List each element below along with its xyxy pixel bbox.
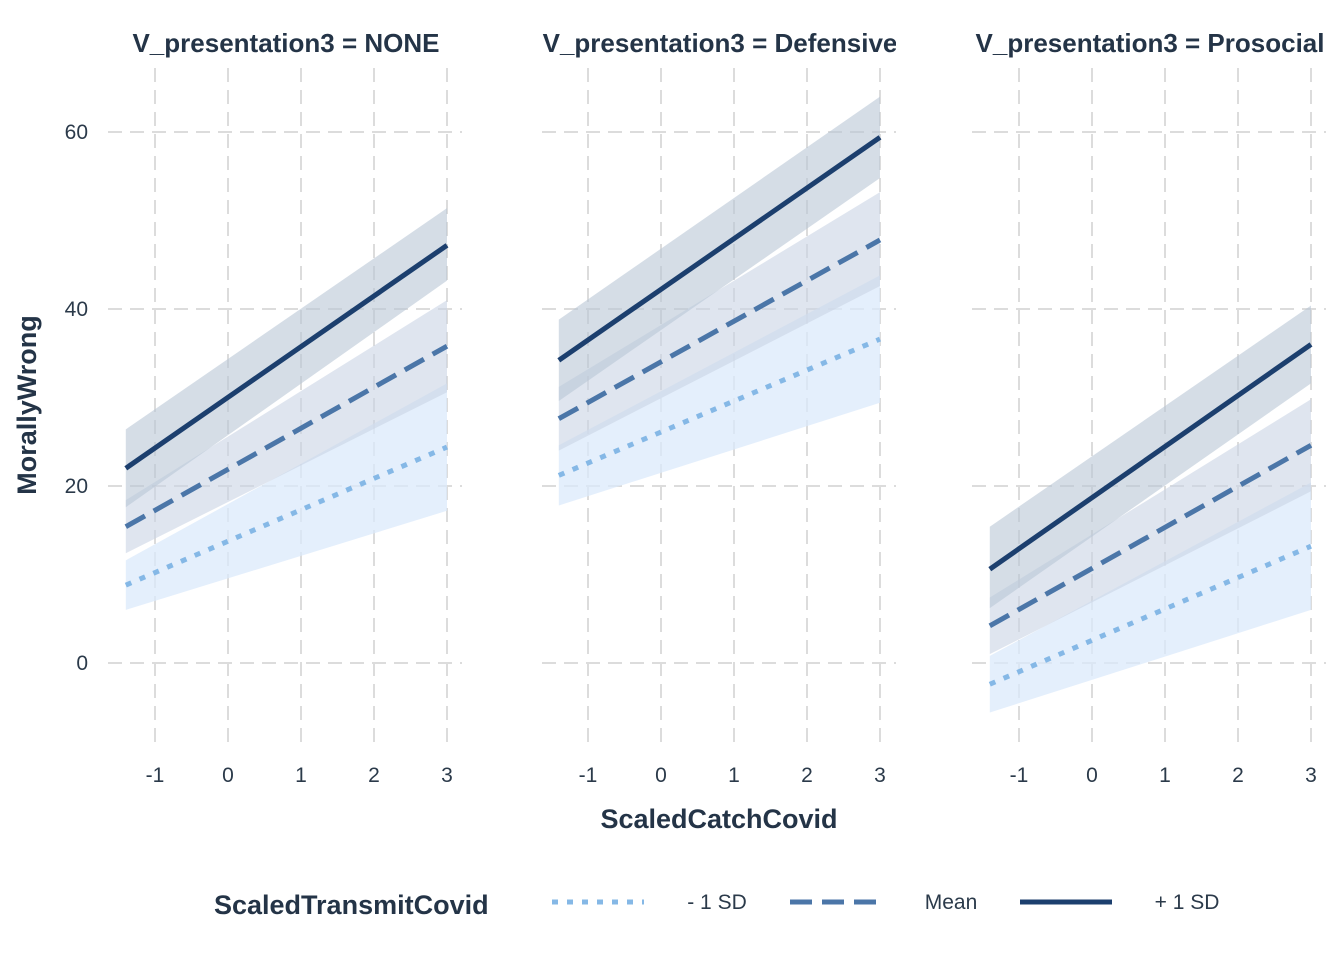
series-line-mean [557,237,882,421]
y-tick-label: 60 [65,121,88,144]
x-tick-label: 1 [728,764,740,787]
series-line-minus-1-sd [557,336,881,478]
x-tick-label: 3 [874,764,886,787]
x-tick-label: 3 [1305,764,1317,787]
facet-panel-2: -1 0 1 2 3 V_presentation3 = Defensive [542,28,898,787]
series-line-plus-1-sd [988,342,1313,572]
confidence-band-1-sd [125,383,448,610]
y-axis: 0 20 40 60 [65,121,88,675]
confidence-band-1-sd [558,275,880,506]
x-tick-label: 1 [1159,764,1171,787]
series-line-mean [988,443,1313,629]
x-tick-label: 3 [441,764,453,787]
facet-strip-label: V_presentation3 = Prosocial [976,28,1325,58]
facet-strip: V_presentation3 = Defensive [543,28,898,58]
legend-label: + 1 SD [1155,891,1220,914]
panels-layer: -1 0 1 2 3 V_presentation3 = NONE -1 0 1 2 3 V_pres… [108,28,1326,787]
legend-item: - 1 SD [552,891,747,914]
x-tick-label: 0 [655,764,667,787]
facet-strip-label: V_presentation3 = Defensive [543,28,898,58]
y-tick-label: 20 [65,475,88,498]
facet-panel-1: -1 0 1 2 3 V_presentation3 = NONE [108,28,462,787]
facet-strip-label: V_presentation3 = NONE [132,28,439,58]
confidence-band-mean [989,399,1311,655]
series-line-plus-1-sd [124,243,449,471]
x-tick-label: -1 [1010,764,1029,787]
y-tick-label: 0 [76,652,88,675]
y-axis-title: MorallyWrong [12,315,42,495]
legend-label: Mean [925,891,978,914]
legend: ScaledTransmitCovid - 1 SD Mean + 1 SD [214,890,1219,920]
facet-strip: V_presentation3 = Prosocial [976,28,1325,58]
series-line-plus-1-sd [557,135,882,363]
x-tick-label: 0 [1086,764,1098,787]
confidence-band-1-sd [989,482,1311,713]
facet-strip: V_presentation3 = NONE [132,28,439,58]
confidence-band-mean [558,192,880,451]
legend-title: ScaledTransmitCovid [214,890,489,920]
legend-item: Mean [790,891,977,914]
x-tick-label: 1 [295,764,307,787]
x-tick-label: -1 [579,764,598,787]
x-tick-label: 2 [1232,764,1244,787]
x-tick-label: 2 [801,764,813,787]
x-tick-label: 0 [222,764,234,787]
x-axis-title: ScaledCatchCovid [600,804,837,834]
x-tick-label: 2 [368,764,380,787]
y-tick-label: 40 [65,298,88,321]
facet-panel-3: -1 0 1 2 3 V_presentation3 = Prosocial [972,28,1326,787]
series-line-mean [124,343,449,529]
x-tick-label: -1 [146,764,165,787]
confidence-band-mean [125,300,448,554]
legend-label: - 1 SD [687,891,747,914]
legend-item: + 1 SD [1020,891,1219,914]
